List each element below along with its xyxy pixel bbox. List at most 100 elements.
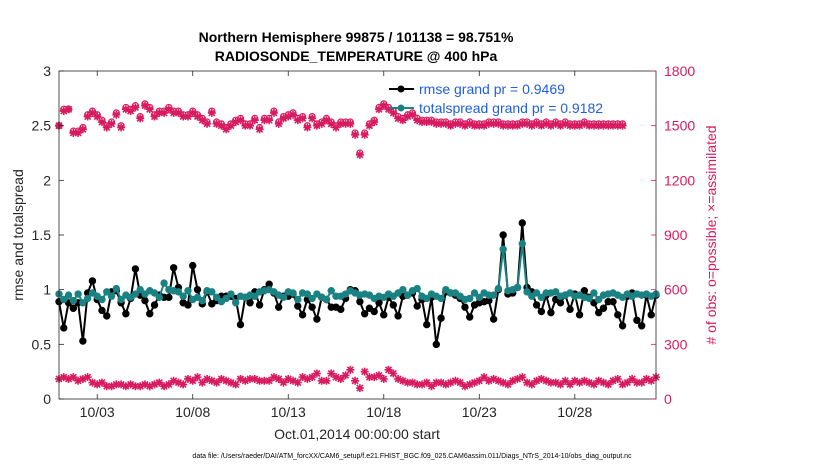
rmse-point [547, 308, 555, 317]
rmse-point [313, 315, 321, 323]
series-layer [55, 100, 660, 393]
legend-rmse-label: rmse grand pr = 0.9469 [419, 81, 565, 97]
spread-point [198, 296, 206, 305]
spread-point [466, 294, 474, 303]
obs-low-marker [293, 378, 302, 387]
obs-assimilated-marker [527, 121, 536, 130]
obs-low-marker [632, 378, 641, 387]
rmse-point [189, 261, 197, 270]
obs-assimilated-marker [542, 119, 551, 128]
obs-assimilated-marker [389, 108, 398, 117]
rmse-point [131, 265, 140, 273]
obs-assimilated-marker [494, 119, 503, 128]
obs-assimilated-marker [446, 121, 455, 130]
obs-assimilated-marker [174, 108, 183, 117]
rmse-point [633, 316, 641, 324]
obs-assimilated-marker [284, 112, 293, 121]
y-right-tick-label: 1200 [664, 172, 695, 188]
obs-assimilated-marker [303, 123, 312, 132]
rmse-point [432, 340, 441, 349]
rmse-point [413, 302, 421, 310]
obs-assimilated-marker [503, 121, 512, 130]
spread-point [184, 287, 192, 295]
obs-low-marker [499, 378, 508, 387]
obs-low-marker [274, 374, 283, 383]
legend-spread-label: totalspread grand pr = 0.9182 [419, 100, 603, 116]
obs-low-marker [88, 378, 97, 387]
y-right-tick-label: 1800 [664, 63, 695, 79]
y-right-tick-label: 300 [664, 336, 688, 352]
chart-title: Northern Hemisphere 99875 / 101138 = 98.… [199, 29, 514, 45]
obs-low-marker [570, 376, 579, 385]
rmse-point [423, 320, 431, 329]
obs-assimilated-marker [289, 110, 298, 119]
obs-assimilated-marker [93, 112, 102, 121]
obs-low-marker [451, 376, 460, 385]
obs-low-marker [136, 382, 145, 391]
rmse-point [308, 303, 316, 311]
obs-low-marker [183, 374, 192, 383]
spread-point [98, 295, 106, 304]
obs-assimilated-marker [83, 112, 92, 121]
rmse-point [246, 299, 254, 307]
obs-assimilated-marker [475, 121, 484, 130]
obs-assimilated-marker [585, 121, 594, 130]
spread-point [212, 293, 221, 302]
obs-low-marker [379, 374, 388, 383]
obs-low-marker [556, 380, 565, 389]
rmse-point [103, 312, 111, 320]
footer-file-path: data file: /Users/raeder/DAI/ATM_forcXX/… [192, 453, 632, 460]
obs-low-marker [174, 378, 183, 387]
obs-assimilated-marker [97, 118, 106, 127]
obs-low-marker [97, 378, 106, 387]
obs-assimilated-marker [164, 105, 173, 114]
obs-assimilated-marker [484, 119, 493, 128]
spread-point [303, 290, 312, 298]
obs-low-marker [203, 374, 212, 383]
obs-assimilated-marker [203, 119, 212, 128]
obs-assimilated-marker [499, 121, 508, 130]
rmse-point [647, 311, 655, 319]
rmse-point [122, 310, 130, 318]
obs-low-marker [78, 374, 87, 383]
spread-point [308, 294, 316, 303]
obs-assimilated-marker [102, 123, 111, 132]
y-right-tick-label: 1500 [664, 118, 695, 134]
rmse-point [394, 312, 402, 320]
obs-assimilated-marker [513, 121, 522, 130]
obs-assimilated-marker [145, 105, 154, 114]
obs-assimilated-marker [532, 119, 541, 128]
spread-point [552, 288, 560, 296]
obs-low-marker [523, 378, 532, 387]
obs-low-marker [155, 378, 164, 387]
spread-point [518, 240, 526, 248]
obs-low-marker [351, 376, 360, 385]
obs-assimilated-marker [231, 118, 240, 127]
rmse-point [556, 299, 565, 307]
obs-low-marker [169, 376, 178, 385]
obs-assimilated-marker [198, 116, 207, 125]
obs-assimilated-marker [460, 121, 469, 130]
obs-low-marker [346, 365, 355, 374]
spread-point [117, 295, 125, 304]
obs-low-marker [484, 376, 493, 385]
spread-point [403, 291, 412, 299]
rmse-point [60, 324, 68, 332]
obs-low-marker [398, 376, 407, 385]
obs-assimilated-marker [570, 121, 579, 130]
x-tick-label: 10/03 [80, 404, 115, 420]
obs-low-marker [384, 365, 393, 374]
obs-low-marker [150, 380, 159, 389]
rmse-point [356, 297, 364, 306]
rmse-point [169, 264, 178, 272]
rmse-point [79, 337, 87, 345]
obs-assimilated-marker [518, 119, 527, 128]
y-left-tick-label: 2.5 [32, 118, 52, 134]
obs-low-marker [413, 380, 422, 389]
obs-assimilated-marker [269, 108, 278, 117]
spread-point [494, 284, 503, 293]
spread-point [131, 290, 140, 298]
obs-low-marker [456, 378, 465, 387]
spread-point [523, 288, 531, 296]
